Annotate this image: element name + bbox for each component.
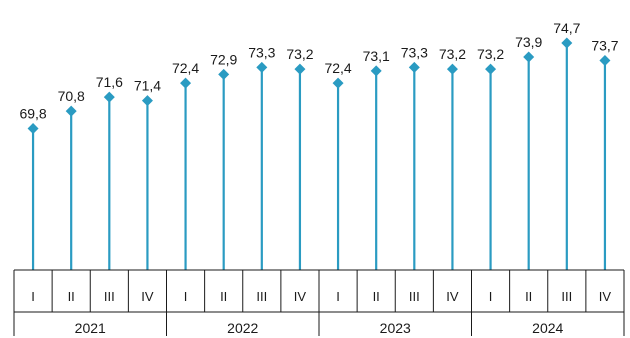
data-value-label: 71,6: [96, 74, 123, 90]
quarter-tick-label: II: [525, 289, 532, 304]
data-point-marker: [523, 51, 535, 63]
quarter-tick-label: IV: [599, 289, 612, 304]
value-labels: 69,8 70,8 71,6 71,4 72,4 72,9 73,3 73,2 72,4 73,1…: [19, 20, 618, 122]
data-point-marker: [65, 105, 77, 117]
data-value-label: 73,3: [401, 44, 428, 60]
data-value-label: 72,4: [324, 60, 351, 76]
quarter-tick-label: II: [373, 289, 380, 304]
data-point-marker: [180, 77, 192, 89]
data-value-label: 73,7: [591, 37, 618, 53]
data-value-label: 73,1: [363, 48, 390, 64]
quarter-tick-label: III: [561, 289, 572, 304]
data-value-label: 72,4: [172, 60, 199, 76]
data-point-marker: [332, 77, 344, 89]
data-point-marker: [218, 68, 230, 80]
data-point-marker: [141, 95, 153, 107]
data-value-label: 73,2: [439, 46, 466, 62]
year-tick-label: 2021: [75, 320, 106, 336]
quarter-tick-label: II: [220, 289, 227, 304]
data-value-label: 73,3: [248, 44, 275, 60]
data-point-marker: [485, 63, 497, 75]
quarter-tick-label: IV: [446, 289, 459, 304]
quarter-tick-label: III: [409, 289, 420, 304]
year-tick-label: 2022: [227, 320, 258, 336]
quarter-tick-label: III: [256, 289, 267, 304]
data-point-marker: [408, 61, 420, 73]
data-value-label: 74,7: [553, 20, 580, 36]
quarter-tick-label: III: [104, 289, 115, 304]
data-value-label: 69,8: [19, 106, 46, 122]
data-value-label: 73,2: [286, 46, 313, 62]
data-point-marker: [27, 123, 39, 135]
quarter-tick-label: IV: [294, 289, 307, 304]
data-point-marker: [370, 65, 382, 77]
year-tick-label: 2024: [532, 320, 563, 336]
quarter-tick-label: II: [68, 289, 75, 304]
quarter-tick-label: I: [184, 289, 188, 304]
data-stems: [31, 42, 607, 270]
quarter-tick-label: IV: [141, 289, 154, 304]
data-value-label: 73,9: [515, 34, 542, 50]
data-point-marker: [256, 61, 268, 73]
data-point-marker: [294, 63, 306, 75]
data-value-label: 71,4: [134, 78, 161, 94]
data-value-label: 70,8: [58, 88, 85, 104]
data-value-label: 72,9: [210, 51, 237, 67]
data-markers: [27, 37, 611, 135]
data-value-label: 73,2: [477, 46, 504, 62]
quarter-tick-label: I: [489, 289, 493, 304]
data-point-marker: [446, 63, 458, 75]
quarter-tick-label: I: [336, 289, 340, 304]
data-point-marker: [103, 91, 115, 103]
data-point-marker: [561, 37, 573, 49]
data-point-marker: [599, 54, 611, 66]
quarter-tick-label: I: [31, 289, 35, 304]
year-tick-label: 2023: [380, 320, 411, 336]
